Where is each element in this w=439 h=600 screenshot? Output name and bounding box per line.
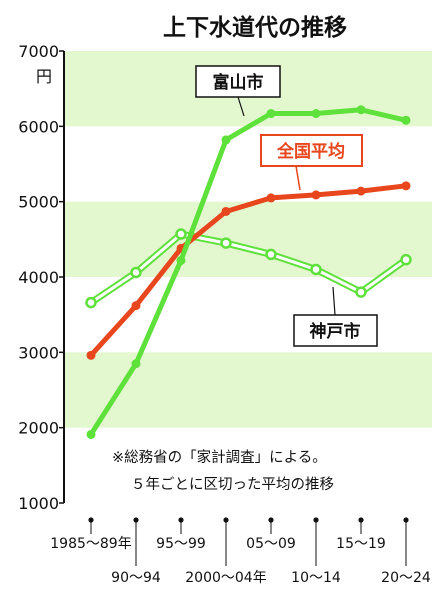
series-lines	[85, 105, 412, 439]
y-tick-label: 1000	[18, 494, 59, 513]
x-tick-label: 90～94	[111, 570, 161, 586]
data-point	[311, 109, 321, 119]
x-tick-label: 2000～04年	[185, 570, 266, 586]
x-tick-dot	[178, 517, 184, 523]
label-toyama-box	[195, 65, 281, 98]
label-toyama: 富山市	[195, 65, 281, 117]
data-point	[86, 429, 96, 439]
data-point	[401, 181, 411, 191]
data-point	[130, 266, 142, 279]
series-line-toyama	[88, 107, 407, 436]
series-kobe	[85, 228, 412, 309]
data-point	[356, 105, 366, 115]
y-tick-label: 4000	[18, 268, 59, 287]
label-kobe-text: 神戸市	[310, 321, 361, 342]
y-tick-label: 2000	[18, 419, 59, 438]
series-national	[86, 181, 411, 360]
band-2	[64, 352, 432, 428]
data-point	[86, 350, 96, 360]
data-point	[266, 109, 276, 119]
note-line-1: ※総務省の「家計調査」による。	[112, 449, 327, 466]
data-point	[176, 255, 186, 265]
band-1	[64, 201, 432, 277]
label-national-text: 全国平均	[276, 141, 345, 162]
data-point	[355, 286, 367, 298]
data-point	[221, 135, 231, 145]
data-point	[221, 206, 231, 216]
y-tick-label: 7000	[18, 42, 59, 61]
x-tick-dot	[88, 517, 94, 523]
data-point	[266, 193, 276, 203]
x-tick-label: 95～99	[156, 536, 206, 552]
data-point	[220, 237, 232, 249]
data-point	[356, 186, 366, 196]
label-toyama-text: 富山市	[213, 72, 264, 93]
data-point	[131, 301, 141, 311]
data-point	[310, 263, 322, 276]
data-point	[400, 253, 412, 266]
label-kobe-box	[293, 314, 378, 347]
y-unit-label: 円	[36, 67, 52, 86]
x-tick-label: 20～24	[381, 570, 431, 586]
data-point	[131, 359, 141, 369]
data-point	[311, 190, 321, 200]
axes	[59, 50, 65, 504]
y-tick-label: 3000	[18, 343, 59, 362]
series-line-kobe-inner	[90, 232, 407, 304]
label-kobe: 神戸市	[293, 286, 378, 347]
x-tick-dot	[313, 517, 319, 523]
data-point	[175, 228, 187, 240]
x-tick-label: 05～09	[246, 536, 296, 552]
data-point	[265, 248, 277, 261]
x-tick-labels: 1985～89年 90～94 95～99 2000～04年 05～09 10～14 15～1…	[50, 517, 431, 586]
x-tick-dot	[268, 517, 274, 523]
series-line-national	[89, 183, 407, 357]
chart-title: 上下水道代の推移	[163, 14, 347, 41]
x-tick-label: 10～14	[291, 570, 341, 586]
label-national-box	[260, 134, 363, 167]
y-tick-label: 5000	[18, 193, 59, 212]
x-tick-label: 15～19	[336, 536, 386, 552]
background-bands	[64, 51, 432, 428]
x-tick-dot	[223, 517, 229, 523]
series-toyama	[86, 105, 411, 439]
note-block: ※総務省の「家計調査」による。 ５年ごとに区切った平均の推移	[112, 449, 334, 493]
note-line-2: ５年ごとに区切った平均の推移	[131, 476, 334, 493]
label-kobe-leader	[332, 286, 336, 316]
x-tick-dot	[133, 517, 139, 523]
x-tick-dot	[403, 517, 409, 523]
y-tick-labels: 1000 2000 3000 4000 5000 6000 7000	[18, 42, 59, 513]
y-tick-label: 6000	[18, 117, 59, 136]
x-tick-dot	[358, 517, 364, 523]
label-national-leader	[295, 165, 301, 191]
data-point	[401, 115, 411, 125]
x-tick-label: 1985～89年	[50, 536, 131, 552]
label-toyama-leader	[237, 96, 245, 117]
data-point	[85, 296, 97, 309]
label-national: 全国平均	[260, 134, 363, 191]
